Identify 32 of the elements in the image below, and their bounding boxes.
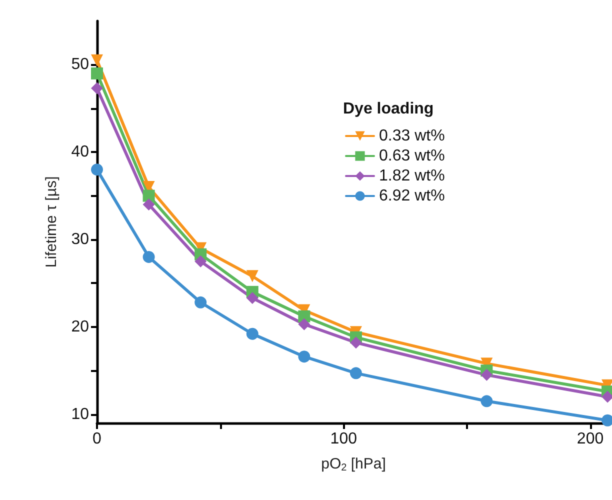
x-tick-label: 100 bbox=[330, 430, 358, 448]
point bbox=[142, 250, 155, 263]
point bbox=[350, 367, 362, 380]
point bbox=[91, 164, 103, 176]
y-tick-label: 20 bbox=[71, 318, 90, 336]
y-tick-label: 40 bbox=[71, 144, 90, 161]
point bbox=[194, 255, 207, 268]
legend-label: 0.33 wt% bbox=[379, 128, 445, 144]
point bbox=[246, 328, 258, 340]
legend-label: 6.92 wt% bbox=[379, 188, 445, 204]
point bbox=[480, 395, 493, 408]
point bbox=[298, 318, 310, 330]
point bbox=[142, 190, 155, 202]
x-tick-label: 200 bbox=[576, 430, 604, 448]
x-tick-label: 0 bbox=[92, 430, 102, 448]
legend-label: 0.63 wt% bbox=[379, 148, 445, 164]
point bbox=[246, 270, 258, 282]
point bbox=[142, 198, 155, 211]
point bbox=[246, 292, 258, 304]
point bbox=[91, 82, 103, 94]
y-tick-label: 50 bbox=[71, 56, 90, 74]
point bbox=[480, 368, 493, 381]
y-tick-label: 10 bbox=[71, 406, 90, 423]
y-tick-label: 30 bbox=[71, 230, 90, 248]
point bbox=[350, 336, 362, 349]
point bbox=[91, 54, 103, 66]
legend-title: Dye loading bbox=[343, 100, 434, 118]
legend-label: 1.82 wt% bbox=[379, 168, 445, 184]
point bbox=[194, 296, 207, 308]
y-axis-title: Lifetime τ [µs] bbox=[43, 176, 60, 268]
point bbox=[298, 350, 310, 363]
point bbox=[91, 67, 103, 80]
